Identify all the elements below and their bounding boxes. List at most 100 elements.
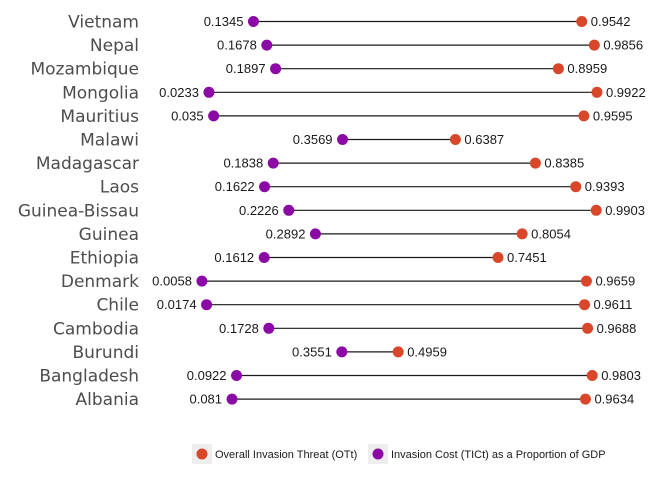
country-label: Mozambique bbox=[30, 60, 139, 80]
country-label: Guinea bbox=[79, 225, 139, 245]
tict-value-label: 0.3551 bbox=[292, 344, 332, 359]
tict-value-label: 0.2892 bbox=[266, 226, 306, 241]
otti-point bbox=[586, 370, 598, 381]
legend-key-tict-marker bbox=[372, 448, 384, 460]
tict-point bbox=[203, 86, 215, 98]
otti-value-label: 0.9903 bbox=[605, 203, 645, 218]
otti-value-label: 0.9922 bbox=[606, 85, 646, 100]
legend-key-otti-marker bbox=[196, 448, 208, 460]
otti-point bbox=[529, 157, 541, 169]
tict-point bbox=[337, 134, 349, 145]
tict-value-label: 0.1838 bbox=[223, 156, 263, 171]
otti-value-label: 0.9595 bbox=[593, 108, 633, 123]
tict-point bbox=[201, 299, 213, 311]
rows-layer: Vietnam 0.1345 0.9542 Nepal 0.1678 0.9856 Moza… bbox=[18, 13, 646, 411]
otti-point bbox=[570, 181, 582, 193]
row-vietnam: Vietnam 0.1345 0.9542 bbox=[68, 13, 630, 33]
country-label: Malawi bbox=[80, 131, 139, 151]
otti-point bbox=[579, 393, 591, 405]
otti-point bbox=[588, 39, 600, 51]
tict-value-label: 0.1622 bbox=[215, 179, 255, 194]
tict-value-label: 0.1612 bbox=[214, 250, 254, 265]
otti-value-label: 0.4959 bbox=[407, 344, 447, 359]
row-malawi: Malawi 0.3569 0.6387 bbox=[80, 131, 504, 151]
row-chile: Chile 0.0174 0.9611 bbox=[96, 296, 632, 316]
country-label: Guinea-Bissau bbox=[18, 201, 139, 221]
tict-value-label: 0.1678 bbox=[217, 38, 257, 53]
row-bangladesh: Bangladesh 0.0922 0.9803 bbox=[39, 367, 641, 387]
country-label: Bangladesh bbox=[39, 367, 139, 387]
tict-point bbox=[226, 393, 238, 405]
tict-point bbox=[283, 204, 295, 216]
otti-value-label: 0.8959 bbox=[567, 61, 607, 76]
row-laos: Laos 0.1622 0.9393 bbox=[100, 178, 625, 198]
row-guinea: Guinea 0.2892 0.8054 bbox=[79, 225, 571, 245]
tict-point bbox=[258, 252, 270, 263]
country-label: Denmark bbox=[61, 272, 139, 292]
tict-point bbox=[270, 63, 282, 75]
otti-value-label: 0.9659 bbox=[595, 274, 635, 289]
tict-point bbox=[336, 346, 348, 358]
tict-value-label: 0.035 bbox=[171, 108, 204, 123]
row-nepal: Nepal 0.1678 0.9856 bbox=[90, 36, 643, 56]
otti-point bbox=[580, 275, 592, 287]
otti-value-label: 0.9393 bbox=[585, 179, 625, 194]
tict-point bbox=[263, 322, 275, 334]
tict-value-label: 0.1345 bbox=[204, 14, 244, 29]
otti-point bbox=[449, 134, 461, 145]
legend: Overall Invasion Threat (OTt) Invasion C… bbox=[192, 444, 606, 464]
country-label: Mongolia bbox=[62, 83, 139, 103]
otti-point bbox=[552, 63, 564, 75]
otti-value-label: 0.6387 bbox=[464, 132, 504, 147]
otti-value-label: 0.9803 bbox=[601, 368, 641, 383]
otti-point bbox=[516, 228, 528, 240]
row-guinea-bissau: Guinea-Bissau 0.2226 0.9903 bbox=[18, 201, 645, 221]
tict-value-label: 0.1728 bbox=[219, 321, 259, 336]
row-mongolia: Mongolia 0.0233 0.9922 bbox=[62, 83, 646, 103]
country-label: Laos bbox=[100, 178, 139, 198]
tict-value-label: 0.0174 bbox=[157, 297, 197, 312]
tict-point bbox=[208, 110, 220, 122]
country-label: Albania bbox=[76, 390, 139, 410]
otti-value-label: 0.9856 bbox=[603, 38, 643, 53]
tict-point bbox=[259, 181, 271, 193]
country-label: Cambodia bbox=[53, 319, 139, 339]
otti-value-label: 0.8385 bbox=[544, 156, 584, 171]
otti-value-label: 0.9611 bbox=[594, 297, 633, 312]
row-mozambique: Mozambique 0.1897 0.8959 bbox=[30, 60, 607, 80]
otti-point bbox=[578, 110, 590, 122]
otti-value-label: 0.7451 bbox=[507, 250, 547, 265]
tict-point bbox=[267, 157, 279, 169]
country-label: Madagascar bbox=[36, 154, 139, 174]
row-burundi: Burundi 0.3551 0.4959 bbox=[73, 343, 447, 363]
tict-point bbox=[196, 275, 208, 287]
country-label: Ethiopia bbox=[70, 249, 139, 269]
otti-value-label: 0.9688 bbox=[597, 321, 637, 336]
otti-point bbox=[576, 16, 588, 27]
country-label: Chile bbox=[96, 296, 139, 316]
row-madagascar: Madagascar 0.1838 0.8385 bbox=[36, 154, 584, 174]
tict-value-label: 0.0922 bbox=[187, 368, 227, 383]
legend-label-tict: Invasion Cost (TICt) as a Proportion of … bbox=[391, 449, 606, 461]
country-label: Burundi bbox=[73, 343, 140, 363]
otti-value-label: 0.9542 bbox=[591, 14, 631, 29]
tict-point bbox=[261, 39, 273, 51]
country-label: Mauritius bbox=[60, 107, 139, 127]
otti-point bbox=[492, 252, 504, 263]
tict-point bbox=[247, 16, 259, 27]
tict-value-label: 0.3569 bbox=[293, 132, 333, 147]
tict-value-label: 0.2226 bbox=[239, 203, 279, 218]
tict-value-label: 0.1897 bbox=[226, 61, 266, 76]
row-cambodia: Cambodia 0.1728 0.9688 bbox=[53, 319, 636, 339]
otti-point bbox=[591, 86, 603, 98]
otti-point bbox=[590, 204, 602, 216]
otti-point bbox=[392, 346, 404, 358]
otti-point bbox=[582, 322, 594, 334]
tict-value-label: 0.0233 bbox=[159, 85, 199, 100]
row-ethiopia: Ethiopia 0.1612 0.7451 bbox=[70, 249, 547, 269]
legend-label-otti: Overall Invasion Threat (OTt) bbox=[215, 449, 357, 461]
row-mauritius: Mauritius 0.035 0.9595 bbox=[60, 107, 632, 127]
otti-point bbox=[579, 299, 591, 311]
tict-point bbox=[309, 228, 321, 240]
